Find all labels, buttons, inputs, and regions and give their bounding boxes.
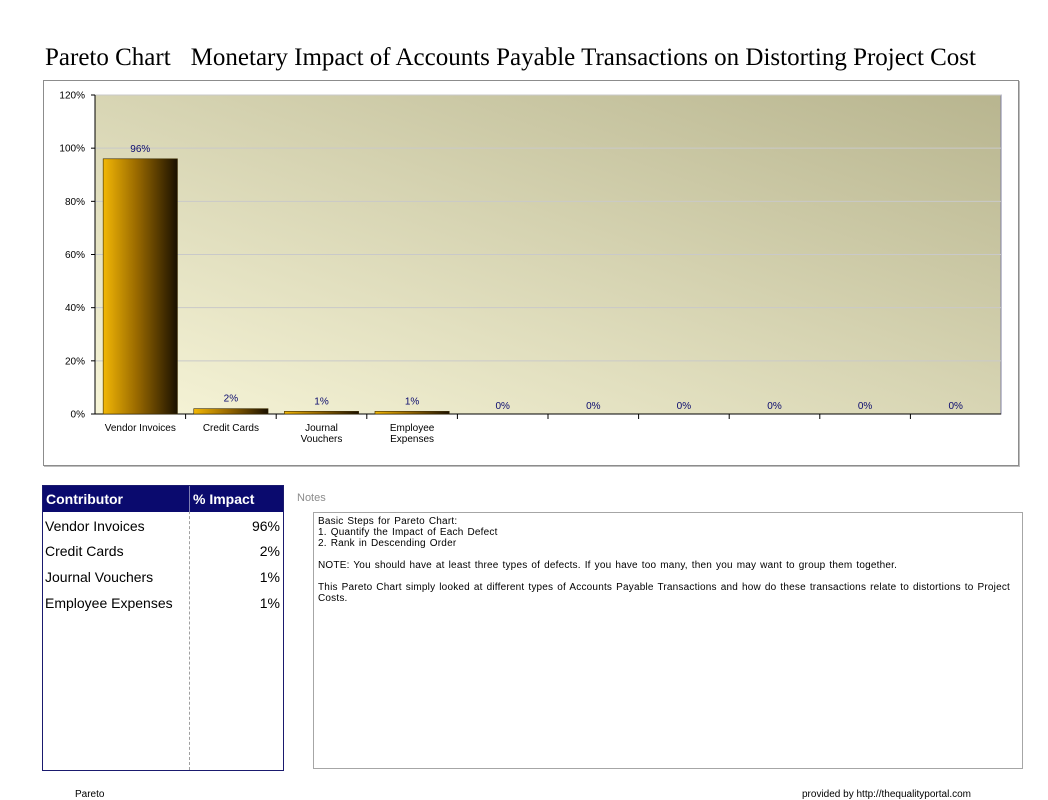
row-impact: 96% <box>251 518 280 534</box>
data-label: 2% <box>224 394 239 405</box>
data-label: 0% <box>858 401 873 412</box>
notes-line: 1. Quantify the Impact of Each Defect <box>318 527 498 538</box>
notes-line: Basic Steps for Pareto Chart: <box>318 516 458 527</box>
bar <box>374 411 450 415</box>
notes-line: This Pareto Chart simply looked at diffe… <box>318 582 1011 604</box>
column-divider <box>189 486 190 770</box>
data-label: 0% <box>948 401 963 412</box>
table-row[interactable]: Vendor Invoices 96% <box>43 515 283 541</box>
y-tick-label: 20% <box>65 356 85 367</box>
bar <box>193 408 269 415</box>
title-prefix: Pareto Chart <box>45 44 171 71</box>
y-tick-label: 80% <box>65 197 85 208</box>
x-tick-label: Journal <box>305 423 338 434</box>
row-contributor: Journal Vouchers <box>45 569 154 585</box>
notes-line: NOTE: You should have at least three typ… <box>318 560 898 571</box>
y-tick-label: 60% <box>65 250 85 261</box>
chart-area[interactable]: 0% 20% 40% 60% 80% 100% 120% 96% Vendor Invoices… <box>43 80 1019 466</box>
y-tick-label: 120% <box>59 91 85 102</box>
row-impact: 1% <box>259 595 280 611</box>
contributor-table: Contributor % Impact Vendor Invoices 96%… <box>42 485 284 771</box>
x-tick-label: Vendor Invoices <box>105 423 176 434</box>
page-title: Pareto Chart Monetary Impact of Accounts … <box>45 44 976 72</box>
data-label: 1% <box>405 396 420 407</box>
row-impact: 1% <box>259 569 280 585</box>
notes-textbox[interactable]: Basic Steps for Pareto Chart: 1. Quantif… <box>313 512 1023 769</box>
row-contributor: Vendor Invoices <box>45 518 145 534</box>
title-main: Monetary Impact of Accounts Payable Tran… <box>190 44 976 71</box>
pareto-chart: 0% 20% 40% 60% 80% 100% 120% 96% Vendor Invoices… <box>59 91 1002 445</box>
header-contributor: Contributor <box>46 491 123 507</box>
data-label: 96% <box>130 144 150 155</box>
table-row[interactable]: Journal Vouchers 1% <box>43 566 283 592</box>
x-tick-label: Vouchers <box>301 434 343 445</box>
table-row[interactable]: Credit Cards 2% <box>43 540 283 566</box>
data-label: 0% <box>586 401 601 412</box>
footer-sheet-name: Pareto <box>75 789 105 800</box>
table-header: Contributor % Impact <box>43 486 283 512</box>
x-tick-label: Employee <box>390 423 435 434</box>
bar <box>102 158 178 415</box>
notes-line: 2. Rank in Descending Order <box>318 538 457 549</box>
x-tick-label: Expenses <box>390 434 434 445</box>
data-label: 0% <box>677 401 692 412</box>
bar <box>284 411 359 415</box>
data-label: 1% <box>314 396 329 407</box>
data-label: 0% <box>495 401 510 412</box>
y-tick-label: 40% <box>65 303 85 314</box>
x-tick-label: Credit Cards <box>203 423 259 434</box>
table-row[interactable]: Employee Expenses 1% <box>43 592 283 618</box>
row-impact: 2% <box>259 543 280 559</box>
row-contributor: Employee Expenses <box>45 595 173 611</box>
header-impact: % Impact <box>193 491 255 507</box>
footer-credit: provided by http://thequalityportal.com <box>802 789 971 800</box>
notes-label: Notes <box>297 492 326 504</box>
row-contributor: Credit Cards <box>45 543 124 559</box>
y-tick-label: 100% <box>59 144 85 155</box>
data-label: 0% <box>767 401 782 412</box>
y-tick-label: 0% <box>71 410 86 421</box>
